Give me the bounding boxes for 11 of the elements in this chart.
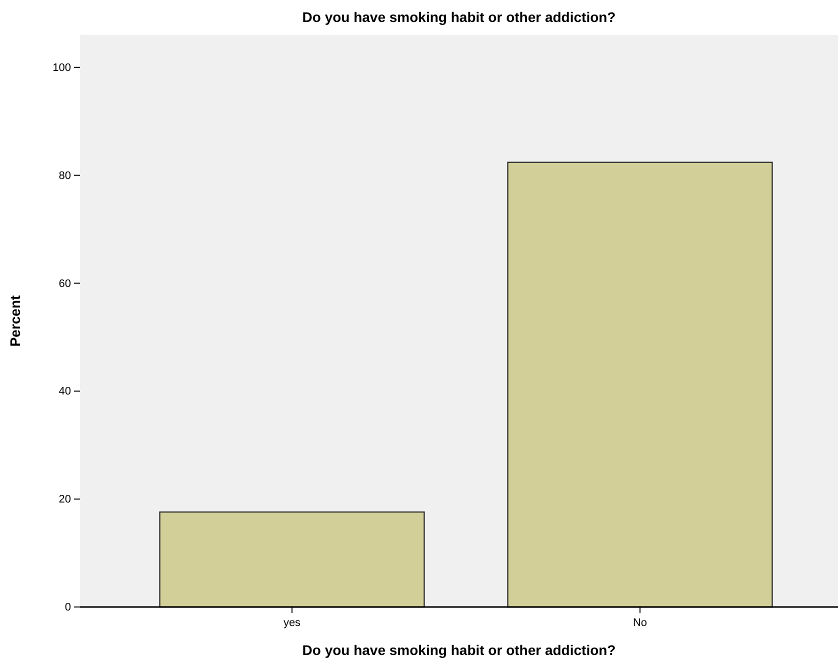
y-axis-title: Percent <box>7 294 23 347</box>
x-axis-title: Do you have smoking habit or other addiction? <box>302 642 616 658</box>
x-tick-label: No <box>632 617 648 629</box>
x-tick-label: yes <box>283 617 302 629</box>
chart-title: Do you have smoking habit or other addiction? <box>302 9 616 25</box>
y-tick-label: 60 <box>58 278 71 290</box>
y-tick-label: 20 <box>58 494 71 506</box>
y-tick-label: 0 <box>64 602 71 614</box>
y-tick-label: 100 <box>52 62 71 74</box>
y-tick-label: 40 <box>58 386 71 398</box>
y-tick-label: 80 <box>58 170 71 182</box>
